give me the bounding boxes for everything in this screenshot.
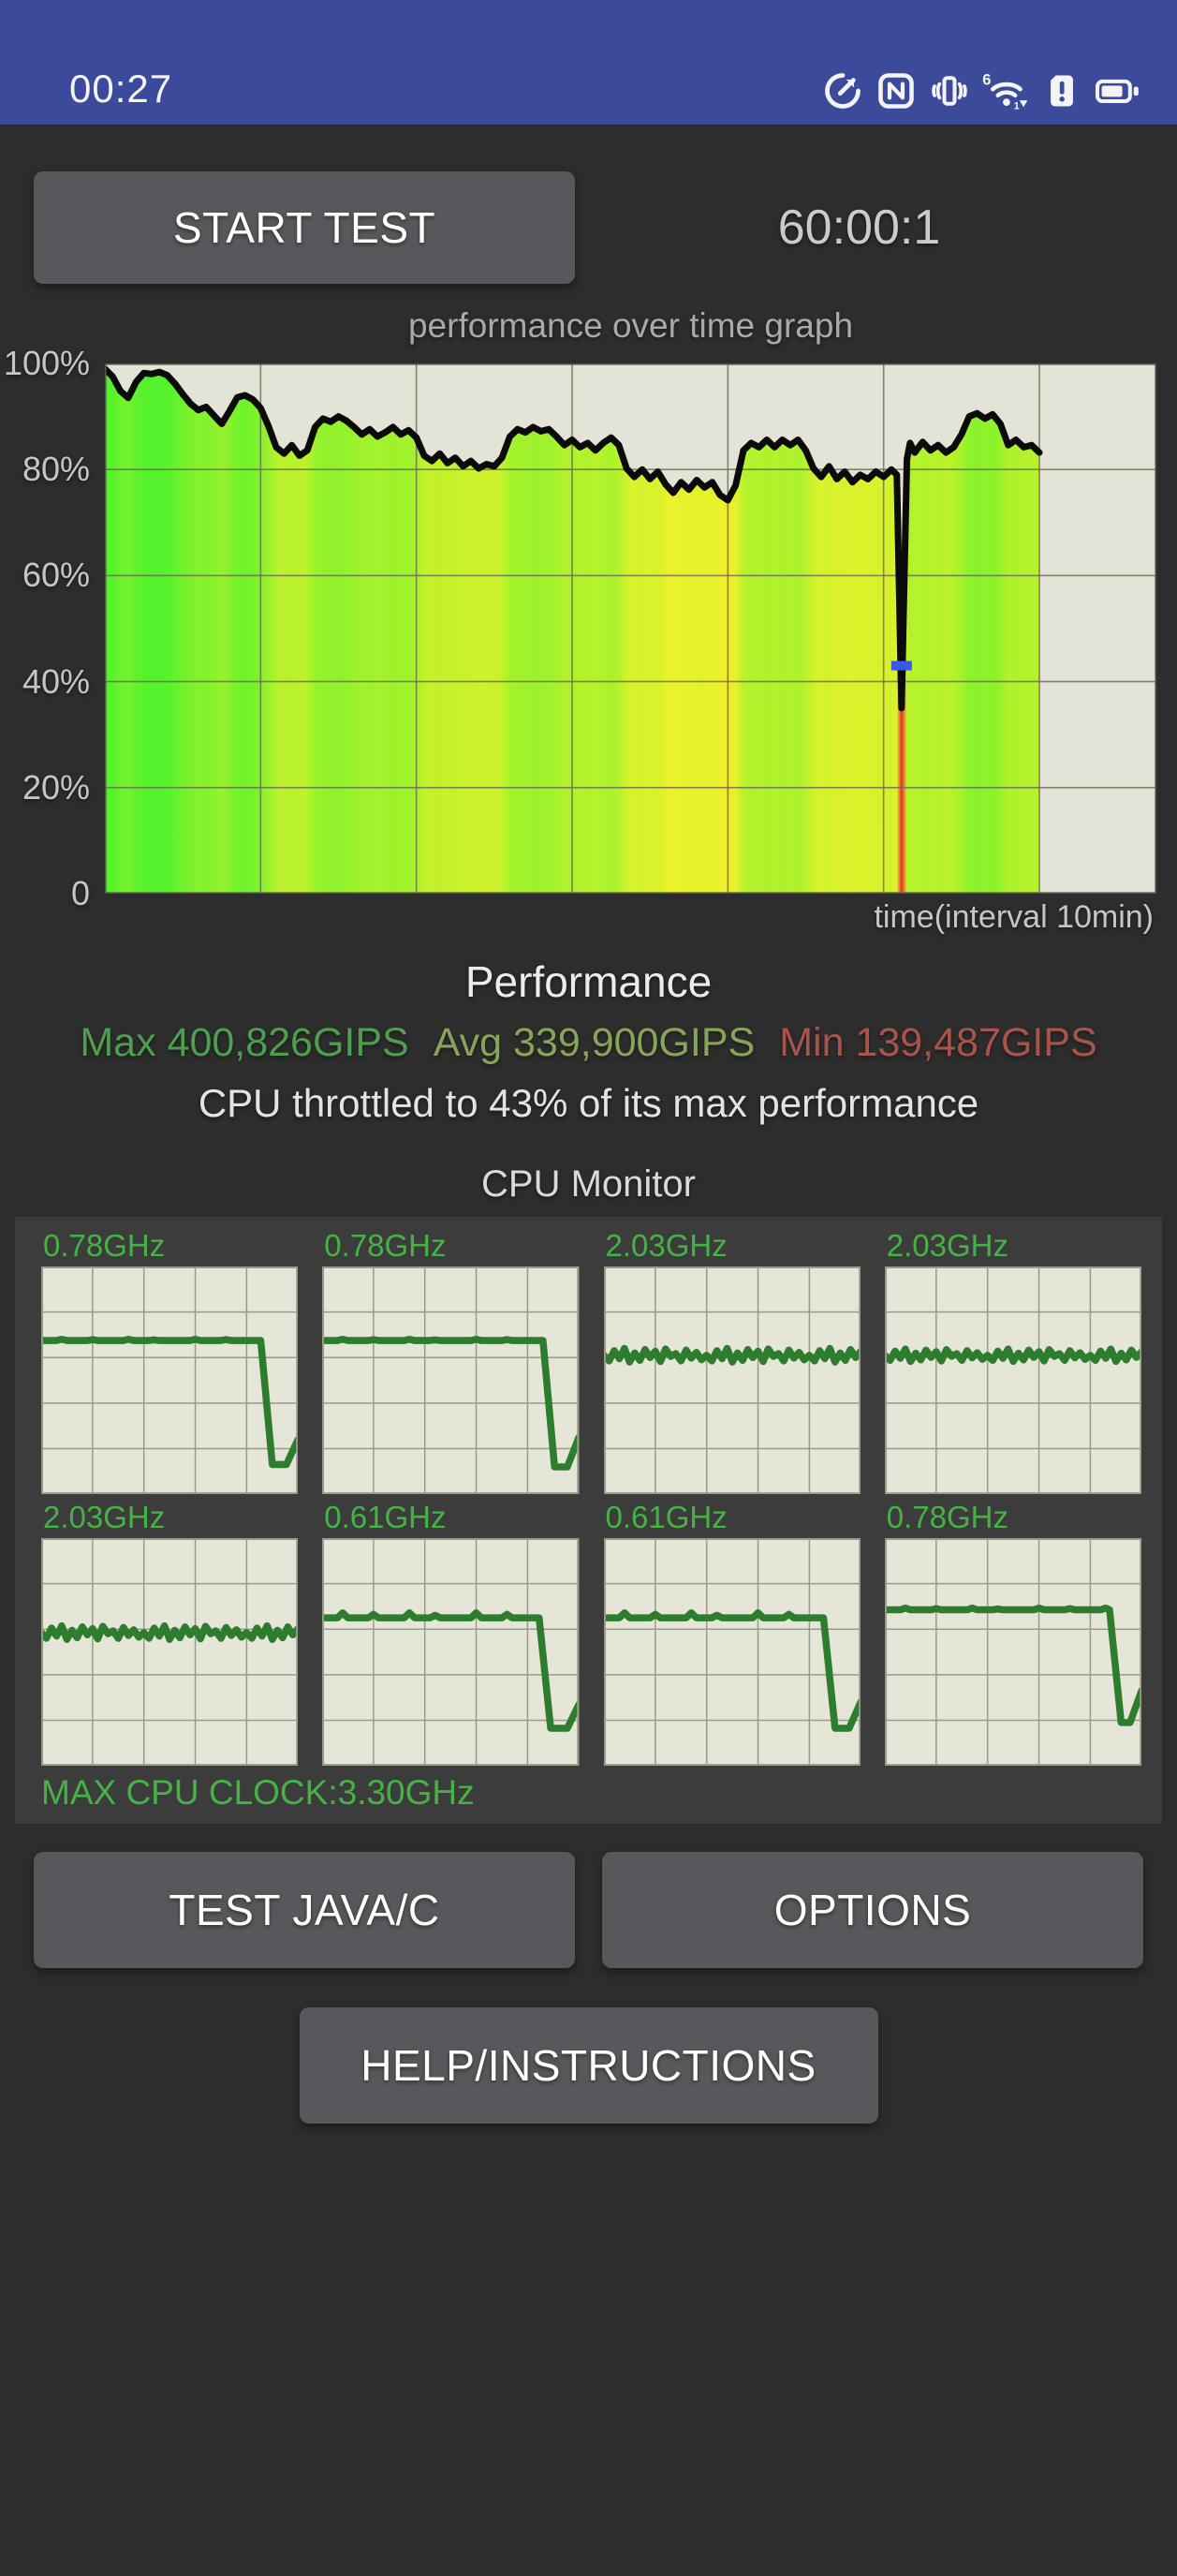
y-tick-80: 80% [22,450,90,489]
cpu-core-cell-1: 0.78GHz [322,1226,580,1495]
cpu-core-cell-4: 2.03GHz [41,1498,299,1767]
wifi-6-icon: 6 1 [982,70,1029,111]
max-cpu-clock-label: MAX CPU CLOCK:3.30GHz [41,1773,475,1813]
svg-text:6: 6 [982,72,991,89]
top-controls: START TEST 60:00:1 [34,171,1143,284]
timer-value: 60:00:1 [777,200,941,255]
y-tick-0: 0 [70,874,90,912]
cpu-core-freq-label: 2.03GHz [605,1228,728,1263]
timer-wrap: 60:00:1 [575,200,1143,256]
sim-alert-icon [1041,70,1082,111]
battery-icon [1095,70,1141,111]
actions-row: TEST JAVA/C OPTIONS [34,1852,1143,1969]
status-bar: 00:27 6 [0,0,1177,125]
help-instructions-button[interactable]: HELP/INSTRUCTIONS [299,2007,878,2124]
cpu-core-graph [603,1538,861,1767]
performance-chart-title: performance over time graph [407,306,854,345]
cpu-core-graph [41,1538,299,1767]
cpu-core-cell-2: 2.03GHz [603,1226,861,1495]
y-tick-40: 40% [22,661,90,701]
x-axis-label: time(interval 10min) [874,899,1154,935]
cpu-core-graph [603,1266,861,1495]
cpu-core-freq-label: 0.61GHz [324,1500,447,1535]
cpu-core-graph [884,1538,1141,1767]
cpu-core-freq-label: 2.03GHz [43,1500,166,1535]
status-bar-icons: 6 1 [822,70,1141,111]
cpu-core-cell-3: 2.03GHz [884,1226,1141,1495]
y-tick-20: 20% [22,767,90,807]
cpu-core-freq-label: 0.78GHz [886,1500,1008,1535]
throttle-text: CPU throttled to 43% of its max performa… [198,1081,979,1125]
data-saver-icon [822,70,863,111]
y-axis-ticks: 100% 80% 60% 40% 20% 0 [0,344,97,912]
performance-heading: Performance [464,957,713,1006]
cpu-core-graph [322,1266,580,1495]
cpu-core-cell-0: 0.78GHz [41,1226,299,1495]
perf-stat-avg: Avg 339,900GIPS [433,1020,756,1065]
test-java-button[interactable]: TEST JAVA/C [34,1852,575,1969]
cpu-core-freq-label: 0.78GHz [324,1228,447,1263]
svg-text:1: 1 [1014,100,1020,111]
perf-stat-max: Max 400,826GIPS [80,1020,409,1065]
performance-stats: Max 400,826GIPS Avg 339,900GIPS Min 139,48… [0,1020,1177,1066]
y-tick-100: 100% [3,344,90,382]
dip-marker [890,660,912,671]
cpu-core-freq-label: 0.61GHz [605,1500,728,1535]
cpu-core-freq-label: 2.03GHz [886,1228,1008,1263]
cpu-monitor-panel: 0.78GHz 0.78GHz 2.03GHz 2.03GHz 2.03GHz 0.61G… [15,1217,1162,1825]
nfc-icon [875,70,917,111]
performance-chart-svg [105,363,1156,894]
y-tick-60: 60% [22,555,90,595]
options-button[interactable]: OPTIONS [602,1852,1143,1969]
cpu-core-freq-label: 0.78GHz [43,1228,166,1263]
cpu-monitor-heading: CPU Monitor [481,1163,696,1205]
perf-stat-min: Min 139,487GIPS [779,1020,1097,1065]
cpu-core-cell-5: 0.61GHz [322,1498,580,1767]
performance-chart: 100% 80% 60% 40% 20% 0 [4,344,1156,912]
cpu-core-cell-7: 0.78GHz [884,1498,1141,1767]
cpu-core-graph [322,1538,580,1767]
cpu-core-graph [884,1266,1141,1495]
status-bar-clock: 00:27 [69,67,173,111]
cpu-core-graph [41,1266,299,1495]
cpu-core-cell-6: 0.61GHz [603,1498,861,1767]
cpu-core-grid: 0.78GHz 0.78GHz 2.03GHz 2.03GHz 2.03GHz 0.61G… [41,1226,1141,1767]
vibrate-icon [929,70,970,111]
start-test-button[interactable]: START TEST [34,171,575,284]
